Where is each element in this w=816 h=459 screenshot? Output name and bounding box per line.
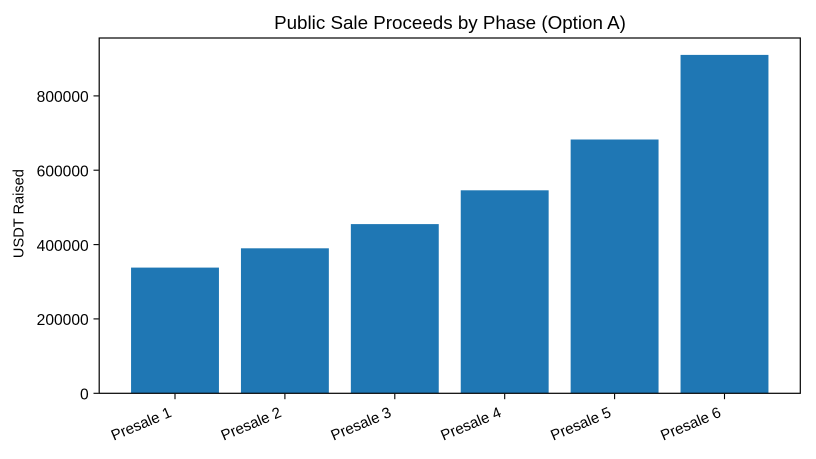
svg-text:Public Sale Proceeds by Phase: Public Sale Proceeds by Phase (Option A)	[274, 12, 626, 33]
svg-text:600000: 600000	[37, 163, 89, 180]
svg-text:200000: 200000	[37, 312, 89, 329]
svg-text:0: 0	[80, 387, 89, 404]
svg-text:800000: 800000	[37, 89, 89, 106]
svg-text:400000: 400000	[37, 238, 89, 255]
svg-text:USDT Raised: USDT Raised	[11, 169, 27, 258]
